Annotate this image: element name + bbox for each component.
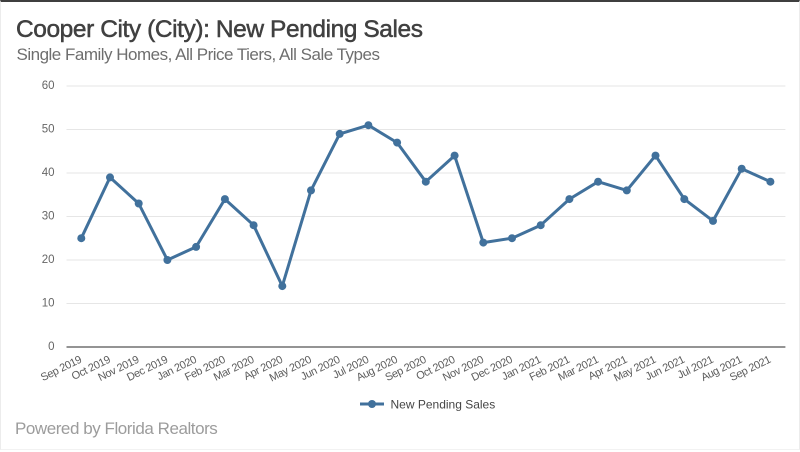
svg-text:New Pending Sales: New Pending Sales [391,397,496,411]
svg-text:30: 30 [42,211,55,223]
svg-text:40: 40 [42,167,55,179]
svg-text:0: 0 [48,341,54,353]
svg-text:60: 60 [42,80,55,92]
svg-text:10: 10 [42,298,55,310]
svg-text:20: 20 [42,254,55,266]
svg-text:50: 50 [42,124,55,136]
